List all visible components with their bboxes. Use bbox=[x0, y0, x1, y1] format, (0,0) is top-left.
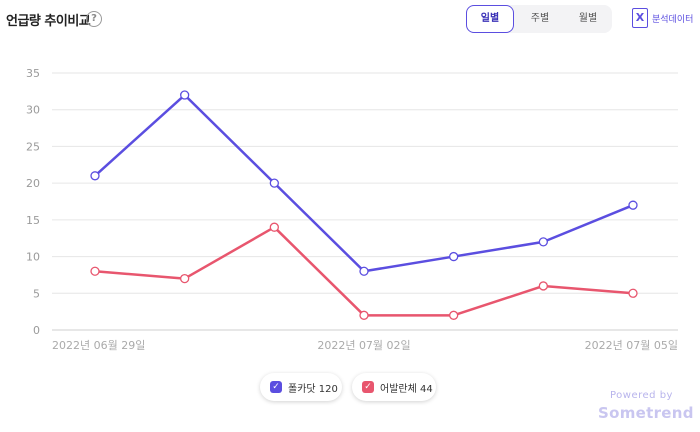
legend-item-series-1[interactable]: ✓ 폴카닷 120 bbox=[260, 373, 342, 401]
legend-label: 폴카닷 120 bbox=[288, 380, 338, 395]
legend-checkbox-icon: ✓ bbox=[362, 381, 374, 393]
powered-by-label: Powered by bbox=[610, 390, 673, 401]
y-tick-label: 15 bbox=[26, 214, 40, 227]
data-point bbox=[538, 281, 548, 291]
brand-logo: Sometrend bbox=[598, 404, 694, 422]
data-point bbox=[90, 266, 100, 276]
y-tick-label: 35 bbox=[26, 67, 40, 80]
tab-monthly[interactable]: 월별 bbox=[578, 13, 598, 24]
data-point bbox=[359, 266, 369, 276]
series-total: 120 bbox=[318, 384, 338, 395]
tab-daily[interactable]: 일별 bbox=[466, 5, 514, 33]
excel-icon: X bbox=[632, 8, 648, 28]
x-tick-label: 2022년 07월 02일 bbox=[317, 338, 410, 352]
y-tick-label: 25 bbox=[26, 140, 40, 153]
y-tick-label: 5 bbox=[33, 287, 40, 300]
series-name: 폴카닷 bbox=[288, 384, 316, 395]
legend-label: 어발란체 44 bbox=[380, 380, 433, 395]
export-data-label: 분석데이터 bbox=[652, 15, 694, 25]
series-total: 44 bbox=[420, 384, 433, 395]
data-point bbox=[628, 288, 638, 298]
data-point bbox=[449, 251, 459, 262]
data-point bbox=[359, 310, 369, 320]
y-tick-label: 0 bbox=[33, 324, 40, 337]
data-point bbox=[180, 90, 190, 100]
data-point bbox=[180, 273, 190, 284]
data-point bbox=[628, 200, 638, 210]
data-point bbox=[269, 178, 279, 188]
tab-weekly[interactable]: 주별 bbox=[530, 13, 550, 24]
x-tick-label: 2022년 07월 05일 bbox=[585, 338, 678, 352]
period-tabs: 일별 주별 월별 bbox=[466, 5, 612, 33]
chart-title: 언급량 추이비교 bbox=[6, 14, 91, 29]
help-icon[interactable]: ? bbox=[86, 11, 102, 27]
line-chart: 0 5 10 15 20 25 30 35 2022년 06월 29일 2022년 07월 02일… bbox=[26, 67, 678, 352]
data-point bbox=[538, 237, 548, 247]
data-point bbox=[449, 310, 459, 320]
y-tick-label: 30 bbox=[26, 104, 40, 117]
chart-header: 언급량 추이비교 ? 일별 주별 월별 X 분석데이터 bbox=[0, 0, 700, 40]
legend-item-series-2[interactable]: ✓ 어발란체 44 bbox=[352, 373, 436, 401]
legend-checkbox-icon: ✓ bbox=[270, 381, 282, 393]
y-tick-label: 10 bbox=[26, 251, 40, 264]
series-name: 어발란체 bbox=[380, 384, 417, 395]
data-point bbox=[90, 171, 100, 181]
y-tick-label: 20 bbox=[26, 177, 40, 190]
x-tick-label: 2022년 06월 29일 bbox=[52, 338, 145, 352]
data-point bbox=[269, 222, 279, 232]
